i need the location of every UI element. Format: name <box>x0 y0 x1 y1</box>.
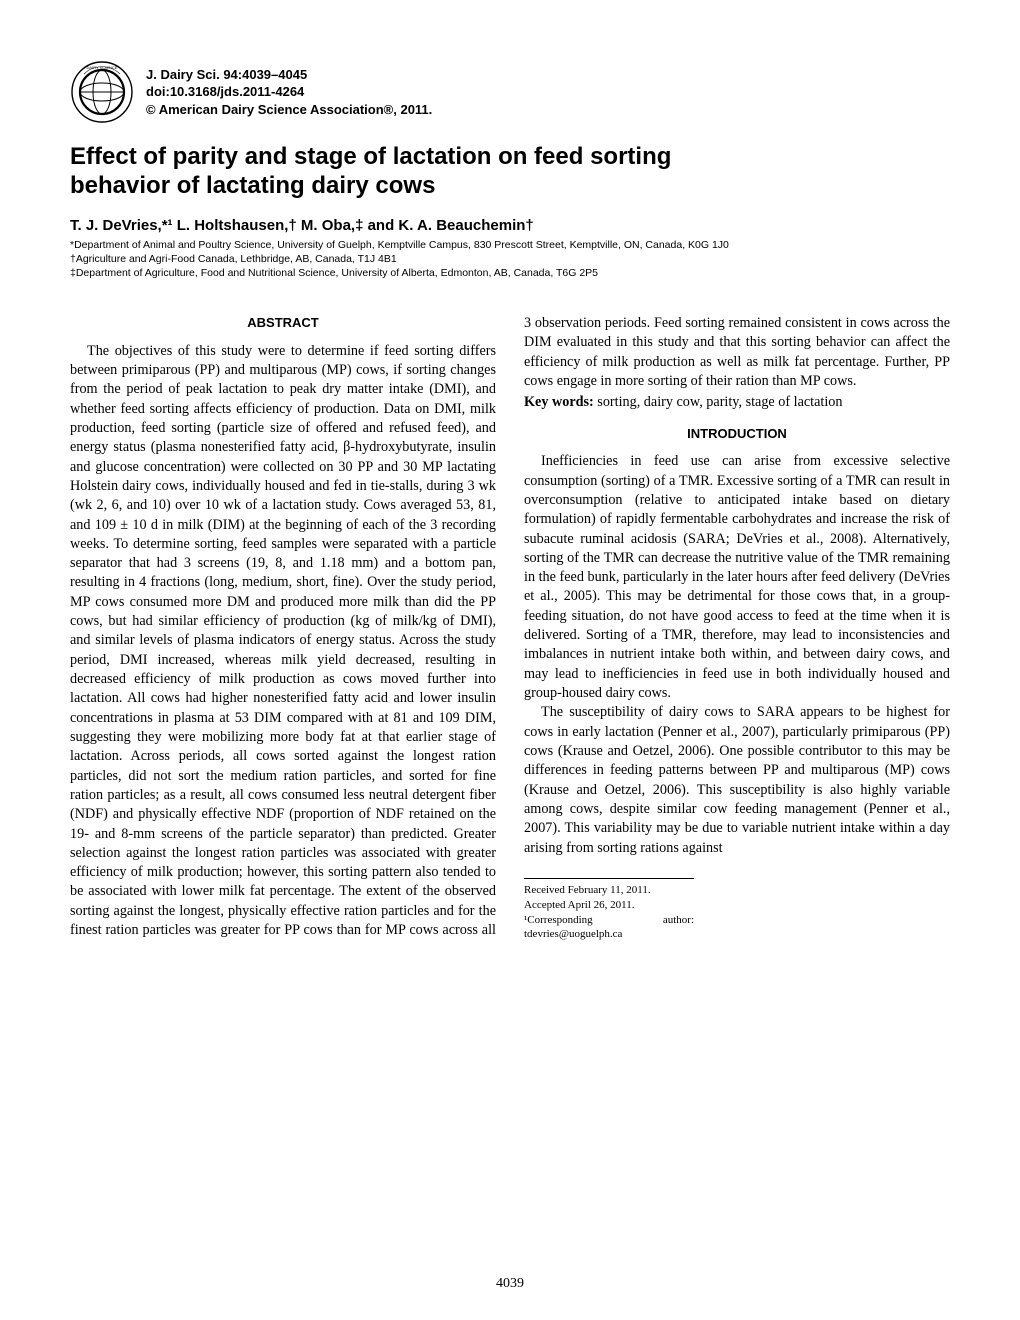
header-block: DAIRY SCIENCE J. Dairy Sci. 94:4039–4045… <box>70 60 950 124</box>
copyright: © American Dairy Science Association®, 2… <box>146 101 432 119</box>
footnotes: Received February 11, 2011. Accepted Apr… <box>524 878 694 942</box>
affiliation-3: ‡Department of Agriculture, Food and Nut… <box>70 266 950 280</box>
introduction-heading: INTRODUCTION <box>524 425 950 443</box>
intro-paragraph-2: The susceptibility of dairy cows to SARA… <box>524 703 950 858</box>
keywords-line: Key words: sorting, dairy cow, parity, s… <box>524 393 950 412</box>
affiliations: *Department of Animal and Poultry Scienc… <box>70 238 950 281</box>
doi: doi:10.3168/jds.2011-4264 <box>146 83 432 101</box>
corresponding-author: ¹Corresponding author: tdevries@uoguelph… <box>524 913 694 943</box>
article-title: Effect of parity and stage of lactation … <box>70 142 950 201</box>
title-line-2: behavior of lactating dairy cows <box>70 172 435 199</box>
journal-meta: J. Dairy Sci. 94:4039–4045 doi:10.3168/j… <box>146 66 432 119</box>
svg-text:DAIRY SCIENCE: DAIRY SCIENCE <box>87 65 118 70</box>
received-date: Received February 11, 2011. <box>524 883 694 898</box>
affiliation-1: *Department of Animal and Poultry Scienc… <box>70 238 950 252</box>
journal-logo-icon: DAIRY SCIENCE <box>70 60 134 124</box>
affiliation-2: †Agriculture and Agri-Food Canada, Lethb… <box>70 252 950 266</box>
accepted-date: Accepted April 26, 2011. <box>524 898 694 913</box>
keywords-text: sorting, dairy cow, parity, stage of lac… <box>594 394 843 410</box>
journal-citation: J. Dairy Sci. 94:4039–4045 <box>146 66 432 84</box>
page-number: 4039 <box>0 1276 1020 1292</box>
keywords-label: Key words: <box>524 394 594 410</box>
title-line-1: Effect of parity and stage of lactation … <box>70 143 671 170</box>
intro-paragraph-1: Inefficiencies in feed use can arise fro… <box>524 452 950 703</box>
abstract-heading: ABSTRACT <box>70 314 496 332</box>
body-columns: ABSTRACT The objectives of this study we… <box>70 314 950 942</box>
authors: T. J. DeVries,*¹ L. Holtshausen,† M. Oba… <box>70 217 950 234</box>
